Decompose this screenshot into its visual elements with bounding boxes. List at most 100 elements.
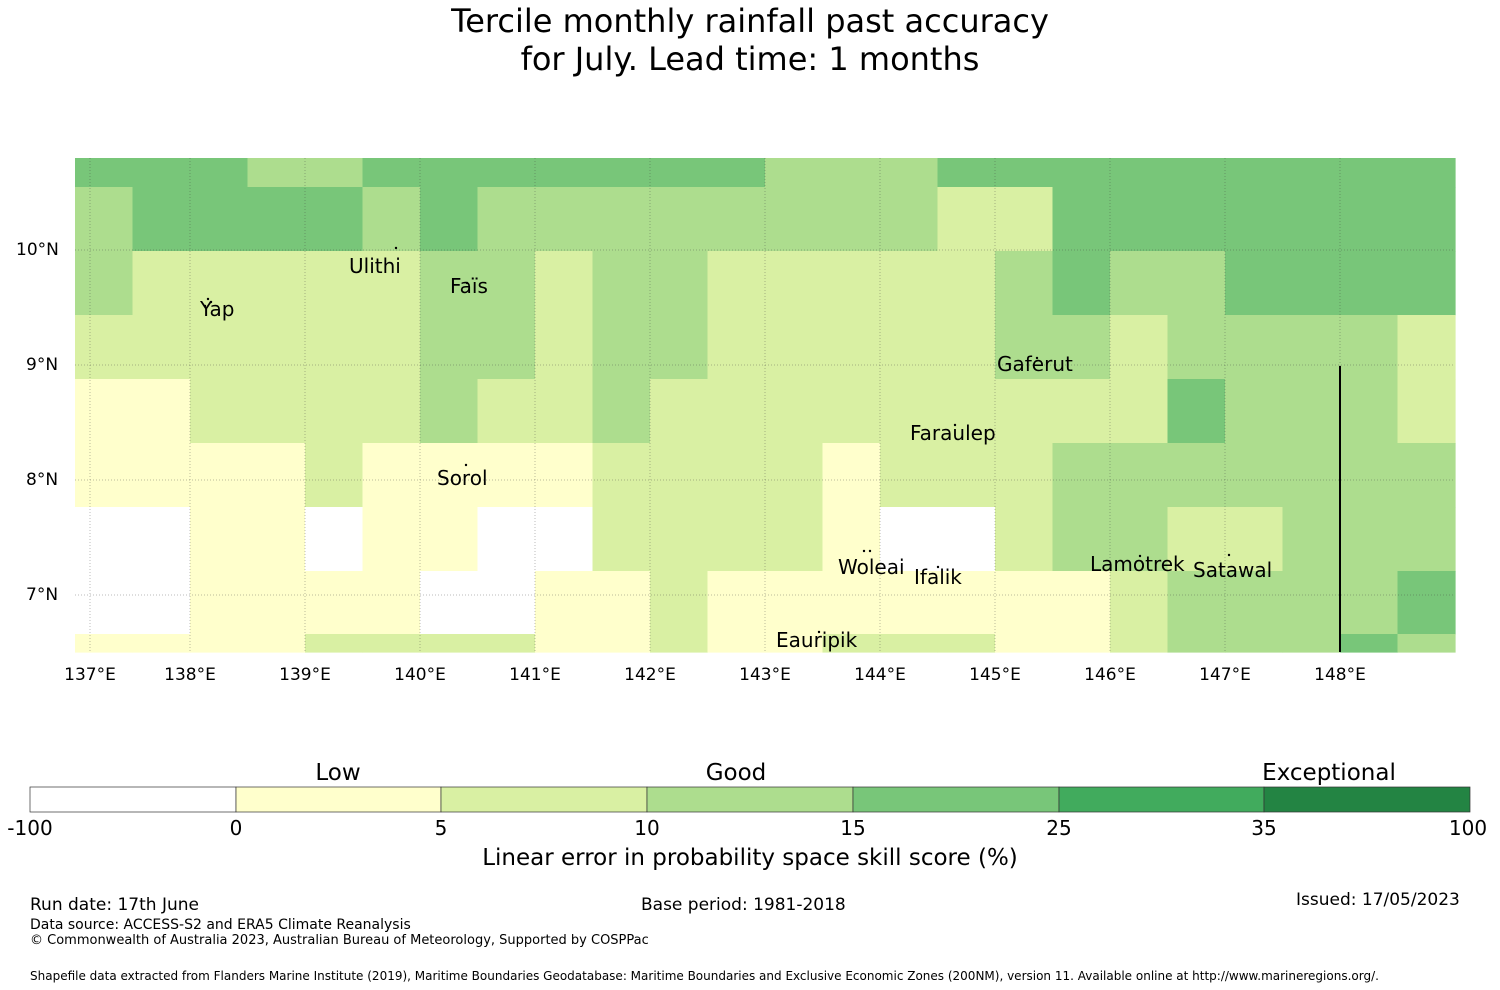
skill-cell <box>592 507 651 572</box>
skill-cell <box>477 251 536 316</box>
skill-cell <box>995 158 1054 188</box>
place-satawal: Satawal <box>1193 558 1273 582</box>
skill-cell <box>765 507 824 572</box>
skill-cell <box>420 158 479 188</box>
colorbar-segment <box>235 786 442 813</box>
place-faraulep: Faraulep <box>910 421 996 445</box>
y-label-10n: 10°N <box>16 240 59 260</box>
y-label-7n: 7°N <box>26 585 59 605</box>
skill-cell <box>132 251 191 316</box>
skill-cell <box>190 571 249 635</box>
skill-cell <box>1225 443 1284 508</box>
skill-cell <box>995 315 1054 380</box>
skill-cell <box>707 315 766 380</box>
skill-cell <box>1397 251 1456 316</box>
skill-cell <box>592 187 651 252</box>
skill-cell <box>132 158 191 188</box>
skill-cell <box>75 315 134 380</box>
y-label-9n: 9°N <box>26 355 59 375</box>
skill-cell <box>937 571 996 635</box>
skill-cell <box>1397 443 1456 508</box>
skill-cell <box>132 187 191 252</box>
colorbar-tick: 100 <box>1448 816 1488 840</box>
skill-cell <box>707 443 766 508</box>
skill-cell <box>75 187 134 252</box>
skill-cell <box>75 571 134 635</box>
skill-cell <box>880 187 939 252</box>
skill-cell <box>1340 158 1399 188</box>
skill-cell <box>305 507 364 572</box>
skill-cell <box>362 187 421 252</box>
island-dot <box>203 304 207 308</box>
skill-cell <box>190 634 249 653</box>
skill-cell <box>305 251 364 316</box>
skill-cell <box>305 315 364 380</box>
skill-cell <box>477 379 536 444</box>
skill-cell <box>995 443 1054 508</box>
colorbar-segment <box>646 786 854 813</box>
skill-cell <box>937 634 996 653</box>
colorbar-category-low: Low <box>315 760 361 786</box>
skill-cell <box>1052 379 1111 444</box>
y-label-8n: 8°N <box>26 470 59 490</box>
skill-cell <box>880 251 939 316</box>
island-markers <box>203 246 1231 634</box>
skill-cell <box>880 315 939 380</box>
skill-cell <box>75 634 134 653</box>
colorbar-tick: 35 <box>1251 816 1277 840</box>
skill-cell <box>420 315 479 380</box>
skill-cell <box>247 251 306 316</box>
island-dot <box>206 297 210 301</box>
skill-cell <box>650 251 709 316</box>
skill-cell <box>477 634 536 653</box>
skill-cell <box>305 571 364 635</box>
skill-cell <box>1397 315 1456 380</box>
colorbar-segment <box>1263 786 1471 813</box>
skill-cell <box>1167 158 1226 188</box>
colorbar-tick: -100 <box>7 816 53 840</box>
skill-cell <box>75 158 134 188</box>
colorbar-tick: 25 <box>1046 816 1072 840</box>
skill-cell <box>1110 251 1169 316</box>
skill-cell <box>937 443 996 508</box>
skill-cell <box>765 158 824 188</box>
skill-cell <box>535 315 594 380</box>
colorbar-label: Linear error in probability space skill … <box>482 845 1018 871</box>
skill-cell <box>1282 251 1341 316</box>
skill-cell <box>247 315 306 380</box>
skill-cell <box>535 379 594 444</box>
skill-cell <box>247 507 306 572</box>
skill-cell <box>362 634 421 653</box>
skill-cell <box>1282 507 1341 572</box>
skill-cell <box>132 507 191 572</box>
skill-cell <box>1052 443 1111 508</box>
skill-cell <box>822 443 881 508</box>
skill-cell <box>650 443 709 508</box>
skill-cell <box>535 158 594 188</box>
skill-cell <box>822 571 881 635</box>
island-dot <box>1035 356 1039 360</box>
skill-cell <box>1167 507 1226 572</box>
island-dot <box>394 246 398 250</box>
skill-cell <box>1167 315 1226 380</box>
skill-cell <box>1225 507 1284 572</box>
skill-cell <box>362 379 421 444</box>
skill-cell <box>1340 571 1399 635</box>
skill-cell <box>707 507 766 572</box>
skill-cell <box>1225 251 1284 316</box>
skill-cell <box>765 187 824 252</box>
x-axis-label: 139°E <box>279 665 331 685</box>
skill-cell <box>1167 187 1226 252</box>
skill-cell <box>592 158 651 188</box>
skill-grid <box>75 158 1456 653</box>
place-fais: Faïs <box>450 274 488 298</box>
skill-cell <box>1397 158 1456 188</box>
skill-cell <box>1282 158 1341 188</box>
skill-cell <box>247 443 306 508</box>
skill-cell <box>535 187 594 252</box>
skill-cell <box>937 315 996 380</box>
skill-cell <box>1397 379 1456 444</box>
skill-cell <box>1110 379 1169 444</box>
colorbar <box>29 786 1471 813</box>
base-period: Base period: 1981-2018 <box>641 895 846 915</box>
